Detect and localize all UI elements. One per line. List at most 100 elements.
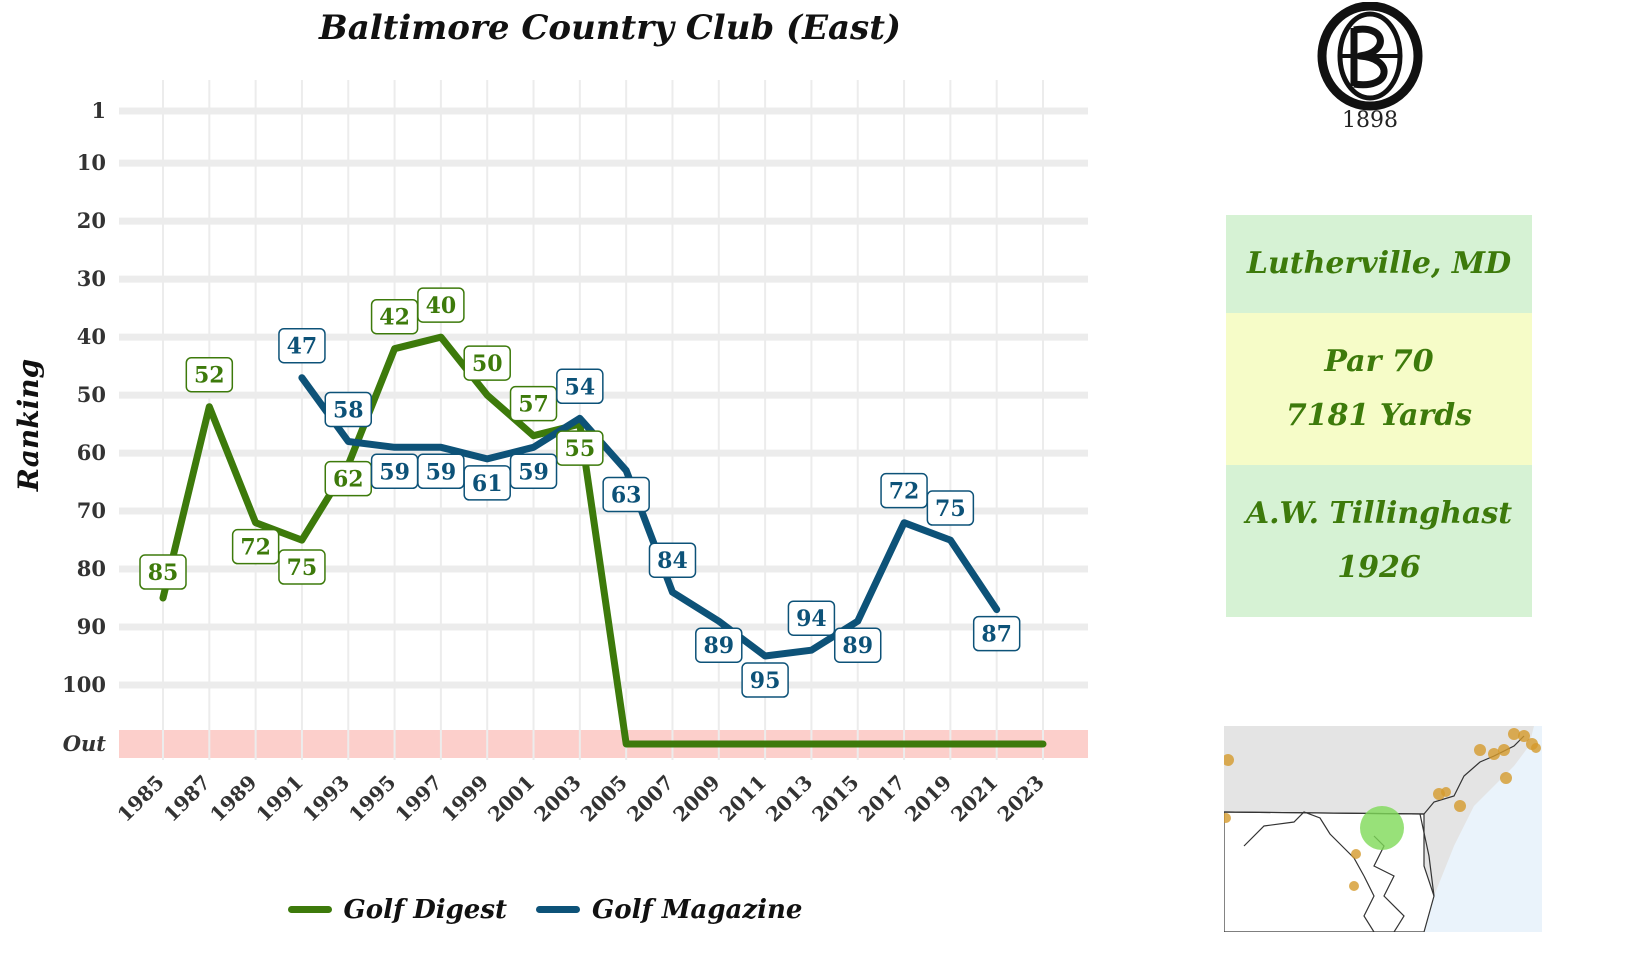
y-tick-label: 40: [77, 324, 106, 349]
series-line-golf-digest: [159, 333, 1047, 748]
x-tick-label: 1985: [113, 770, 169, 826]
data-label-text: 55: [565, 436, 596, 462]
legend-swatch-golf-magazine: [536, 906, 581, 913]
data-label-text: 62: [333, 467, 364, 493]
data-label-box: [787, 600, 836, 636]
y-tick-label: 90: [77, 614, 106, 639]
data-label-golf-magazine: 58: [324, 391, 373, 428]
x-tick-label: 1991: [251, 770, 307, 826]
data-label-text: 40: [426, 293, 457, 319]
data-label-golf-magazine: 61: [463, 465, 511, 501]
data-label-text: 72: [889, 479, 920, 505]
location-box: Lutherville, MD: [1226, 215, 1532, 313]
y-tick-label: 70: [77, 498, 106, 523]
x-tick-label: 1995: [344, 770, 400, 826]
data-label-box: [695, 627, 743, 663]
data-label-box: [880, 472, 928, 509]
data-label-box: [648, 542, 697, 578]
legend-label-golf-digest: Golf Digest: [343, 894, 507, 925]
data-label-box: [278, 327, 326, 364]
y-tick-label: Out: [63, 731, 107, 756]
data-label-golf-digest: 72: [231, 528, 280, 565]
data-label-text: 95: [750, 668, 781, 694]
data-label-box: [509, 385, 558, 422]
x-tick-label: 1987: [159, 770, 215, 826]
data-label-text: 89: [703, 633, 734, 659]
data-label-text: 57: [518, 392, 549, 418]
data-label-text: 50: [472, 351, 503, 377]
x-tick-label: 2007: [622, 770, 678, 826]
course-info-panel: Lutherville, MD Par 70 7181 Yards A.W. T…: [1226, 215, 1532, 617]
data-label-golf-digest: 52: [185, 356, 234, 393]
data-label-golf-digest: 55: [556, 430, 604, 466]
data-label-golf-magazine: 47: [278, 327, 326, 364]
data-label-box: [509, 453, 558, 490]
data-label-golf-magazine: 59: [417, 453, 465, 490]
data-label-layer: 85 52 72 75 62 42 40 50 57 55 47 58 59 59 61 59 54 63 84 89…: [139, 287, 1021, 698]
x-tick-label: 2003: [529, 770, 585, 826]
series-layer: [159, 333, 1047, 748]
data-label-golf-magazine: 75: [926, 490, 975, 526]
data-label-box: [972, 615, 1021, 652]
data-label-text: 75: [935, 496, 966, 522]
data-label-text: 85: [148, 560, 179, 586]
par-text: Par 70: [1324, 344, 1434, 379]
data-label-text: 42: [379, 305, 410, 331]
data-label-text: 59: [379, 459, 410, 485]
x-tick-label: 2005: [576, 770, 632, 826]
club-logo-icon: [1317, 2, 1423, 111]
logo-year: 1898: [1342, 108, 1398, 133]
data-label-golf-magazine: 84: [648, 542, 697, 578]
x-tick-label: 2001: [483, 770, 539, 826]
x-tick-label: 2021: [946, 770, 1002, 826]
x-tick-label: 2009: [668, 770, 724, 826]
grid-layer: [119, 80, 1088, 760]
x-tick-label: 1997: [390, 770, 446, 826]
data-label-golf-digest: 50: [463, 345, 511, 381]
data-label-text: 89: [842, 633, 873, 659]
y-axis-label: Ranking: [12, 359, 45, 492]
x-tick-label: 2019: [900, 770, 956, 826]
data-label-golf-magazine: 94: [787, 600, 836, 636]
chart-title: Baltimore Country Club (East): [318, 8, 901, 48]
data-label-text: 94: [796, 606, 827, 632]
data-label-box: [602, 476, 650, 513]
architect-box: A.W. Tillinghast 1926: [1226, 465, 1532, 617]
y-tick-label: 20: [77, 208, 106, 233]
data-label-golf-digest: 75: [278, 549, 326, 585]
data-label-box: [556, 430, 604, 466]
data-label-text: 72: [240, 535, 271, 561]
data-label-text: 59: [518, 459, 549, 485]
y-tick-label: 50: [77, 382, 106, 407]
series-line-golf-magazine: [298, 374, 1001, 660]
legend-item-golf-digest: Golf Digest: [287, 894, 507, 925]
data-label-box: [417, 287, 465, 323]
location-map: [1224, 726, 1542, 932]
data-label-box: [324, 391, 373, 428]
data-label-golf-digest: 57: [509, 385, 558, 422]
y-tick-label: 60: [77, 440, 106, 465]
data-label-golf-magazine: 54: [556, 368, 604, 405]
data-label-text: 87: [981, 622, 1012, 648]
data-label-box: [185, 356, 234, 393]
data-label-text: 54: [565, 374, 596, 400]
data-label-golf-magazine: 59: [370, 453, 419, 490]
data-label-box: [139, 554, 187, 590]
y-tick-label: 1: [91, 98, 106, 123]
legend-label-golf-magazine: Golf Magazine: [592, 894, 803, 925]
data-label-text: 59: [426, 459, 457, 485]
architect-text: A.W. Tillinghast: [1245, 496, 1513, 531]
data-label-text: 63: [611, 482, 642, 508]
x-tick-label: 2017: [854, 770, 910, 826]
data-label-box: [231, 528, 280, 565]
data-label-golf-magazine: 72: [880, 472, 928, 509]
data-label-golf-magazine: 95: [741, 662, 789, 698]
yards-text: 7181 Yards: [1285, 398, 1473, 433]
location-text: Lutherville, MD: [1246, 246, 1512, 281]
data-label-box: [833, 627, 882, 663]
x-tick-label: 1999: [437, 770, 493, 826]
legend-swatch-golf-digest: [287, 906, 332, 913]
x-tick-label: 1993: [298, 770, 354, 826]
par-yards-box: Par 70 7181 Yards: [1226, 313, 1532, 465]
